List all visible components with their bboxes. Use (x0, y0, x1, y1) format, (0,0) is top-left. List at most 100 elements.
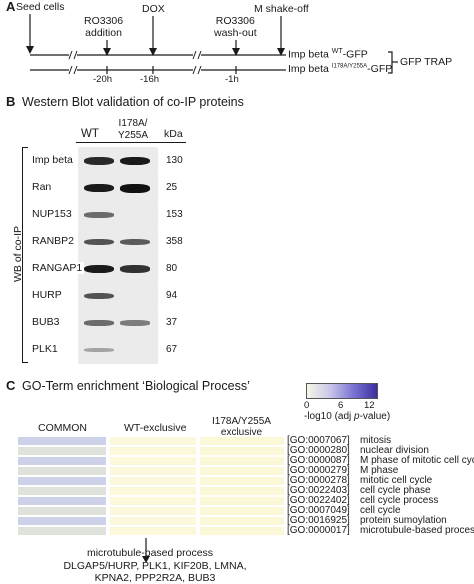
heatmap-cell (110, 437, 196, 445)
blot-strip (78, 201, 158, 229)
heatmap-cell (18, 487, 106, 495)
kda-value: 25 (166, 182, 178, 193)
column-common: COMMON (38, 422, 87, 434)
go-term-name: nuclear division (360, 445, 429, 456)
wb-side-label: WB of co-IP (12, 226, 24, 283)
heatmap-cell (110, 457, 196, 465)
band-wt (84, 212, 114, 218)
panel-a-label: A (6, 0, 16, 14)
go-term-name: cell cycle (360, 505, 401, 516)
go-term-id: [GO:0007049] (287, 505, 350, 516)
heatmap-cell (18, 447, 106, 455)
panel-b-label: B (6, 94, 16, 109)
heatmap-cell (200, 527, 284, 535)
heatmap-cell (110, 527, 196, 535)
event-ro3306-washout: RO3306 wash-out (214, 15, 257, 39)
timeline-diagram (26, 14, 398, 75)
band-mutant (120, 238, 150, 246)
heatmap-cell (18, 507, 106, 515)
heatmap-cell (200, 477, 284, 485)
band-mutant (120, 265, 150, 273)
heatmap-cell (200, 437, 284, 445)
go-term-id: [GO:0022402] (287, 495, 350, 506)
heatmap-cell (110, 447, 196, 455)
go-term-name: microtubule-based process (360, 525, 474, 536)
go-term-id: [GO:0000087] (287, 455, 350, 466)
callout-line-2: KPNA2, PPP2R2A, BUB3 (94, 572, 216, 584)
kda-value: 67 (166, 344, 178, 355)
heatmap-cell (200, 497, 284, 505)
protein-label: PLK1 (30, 343, 60, 355)
heatmap-cell (18, 517, 106, 525)
band-wt (84, 238, 114, 246)
heatmap-cell (200, 487, 284, 495)
go-term-id: [GO:0000017] (287, 525, 350, 536)
event-m-shake-off: M shake-off (254, 3, 309, 15)
band-wt (84, 348, 114, 352)
protein-label: NUP153 (30, 208, 74, 220)
callout-arrow (142, 538, 150, 563)
tick-minus-1h: -1h (225, 74, 239, 85)
col-header-kda: kDa (164, 128, 183, 140)
go-term-name: protein sumoylation (360, 515, 447, 526)
heatmap-cell (110, 507, 196, 515)
protein-label: Ran (30, 181, 54, 193)
heatmap-cell (200, 507, 284, 515)
heatmap-cell (18, 467, 106, 475)
kda-value: 80 (166, 263, 178, 274)
heatmap-cell (200, 467, 284, 475)
go-term-name: mitotic cell cycle (360, 475, 433, 486)
go-term-id: [GO:0000279] (287, 465, 350, 476)
gfp-trap-label: GFP TRAP (400, 56, 453, 68)
colorscale-label: -log10 (adj p-value) (304, 411, 391, 422)
blot-strip (78, 309, 158, 337)
heatmap-cell (200, 447, 284, 455)
column-mutant-exclusive: I178A/Y255A exclusive (212, 416, 271, 438)
heatmap-cell (18, 527, 106, 535)
band-wt (84, 292, 114, 300)
kda-value: 153 (166, 209, 183, 220)
protein-label: HURP (30, 289, 64, 301)
col-header-mutant: I178A/ Y255A (118, 118, 149, 141)
band-mutant (120, 320, 150, 326)
protein-label: RANBP2 (30, 235, 77, 247)
callout-line-1: DLGAP5/HURP, PLK1, KIF20B, LMNA, (63, 560, 247, 572)
col-header-underline (76, 142, 186, 143)
heatmap-cell (18, 437, 106, 445)
band-mutant (120, 156, 150, 166)
panel-b-title: Western Blot validation of co-IP protein… (22, 95, 244, 109)
colorscale-tick-12: 12 (364, 400, 375, 411)
blot-bracket (22, 147, 28, 363)
go-term-name: M phase of mitotic cell cycle (360, 455, 474, 466)
panel-c-label: C (6, 378, 16, 393)
blot-strip (78, 336, 158, 364)
heatmap-cell (110, 487, 196, 495)
heatmap-cell (200, 517, 284, 525)
kda-value: 37 (166, 317, 178, 328)
construct-mutant: Imp beta I178A/Y255A-GFP (288, 63, 393, 75)
band-wt (84, 183, 114, 193)
blot-strip (78, 228, 158, 256)
band-wt (84, 264, 114, 274)
go-term-id: [GO:0000280] (287, 445, 350, 456)
column-wt-exclusive: WT-exclusive (124, 422, 187, 434)
blot-strip (78, 174, 158, 202)
heatmap-cell (110, 477, 196, 485)
heatmap-cell (110, 497, 196, 505)
protein-label: Imp beta (30, 154, 75, 166)
heatmap-cell (18, 457, 106, 465)
go-term-name: M phase (360, 465, 399, 476)
event-dox: DOX (142, 3, 165, 15)
heatmap-cell (110, 517, 196, 525)
go-term-id: [GO:0000278] (287, 475, 350, 486)
tick-minus-16h: -16h (140, 74, 160, 85)
kda-value: 94 (166, 290, 178, 301)
callout-title: microtubule-based process (86, 547, 214, 559)
go-term-id: [GO:0007067] (287, 435, 350, 446)
construct-wt: Imp beta WT-GFP (288, 48, 368, 61)
band-wt (84, 156, 114, 166)
event-ro3306-addition: RO3306 addition (84, 15, 124, 39)
go-term-id: [GO:0022403] (287, 485, 350, 496)
go-term-name: mitosis (360, 435, 392, 446)
col-header-wt: WT (81, 128, 99, 140)
